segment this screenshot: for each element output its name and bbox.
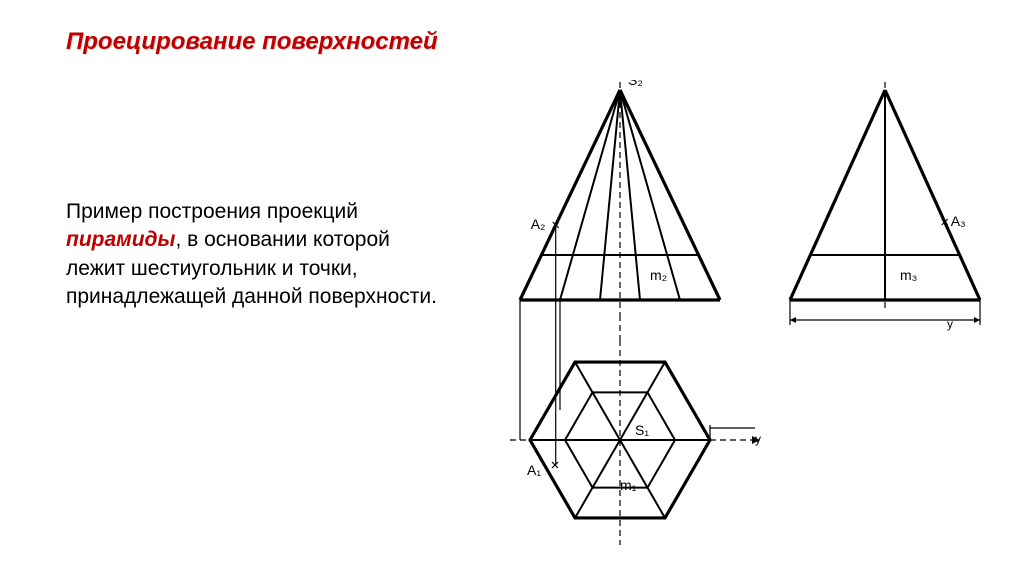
svg-text:y: y <box>947 317 953 331</box>
svg-text:A₁: A₁ <box>527 462 541 478</box>
svg-text:m₁: m₁ <box>620 477 637 493</box>
body-pre: Пример построения проекций <box>66 200 358 223</box>
svg-text:S₂: S₂ <box>628 80 643 88</box>
diagram: A₂S₂m₂A₃S₃m₃yyA₁S₁m₁ <box>500 80 1000 560</box>
svg-text:y: y <box>755 432 761 446</box>
body-highlight: пирамиды <box>66 228 175 251</box>
body-paragraph: Пример построения проекций пирамиды, в о… <box>66 198 446 311</box>
svg-text:A₂: A₂ <box>531 216 546 232</box>
svg-text:A₃: A₃ <box>951 213 966 229</box>
page-title: Проецирование поверхностей <box>66 28 438 56</box>
svg-text:S₁: S₁ <box>635 422 649 438</box>
svg-text:m₃: m₃ <box>900 267 917 283</box>
svg-text:m₂: m₂ <box>650 267 667 283</box>
